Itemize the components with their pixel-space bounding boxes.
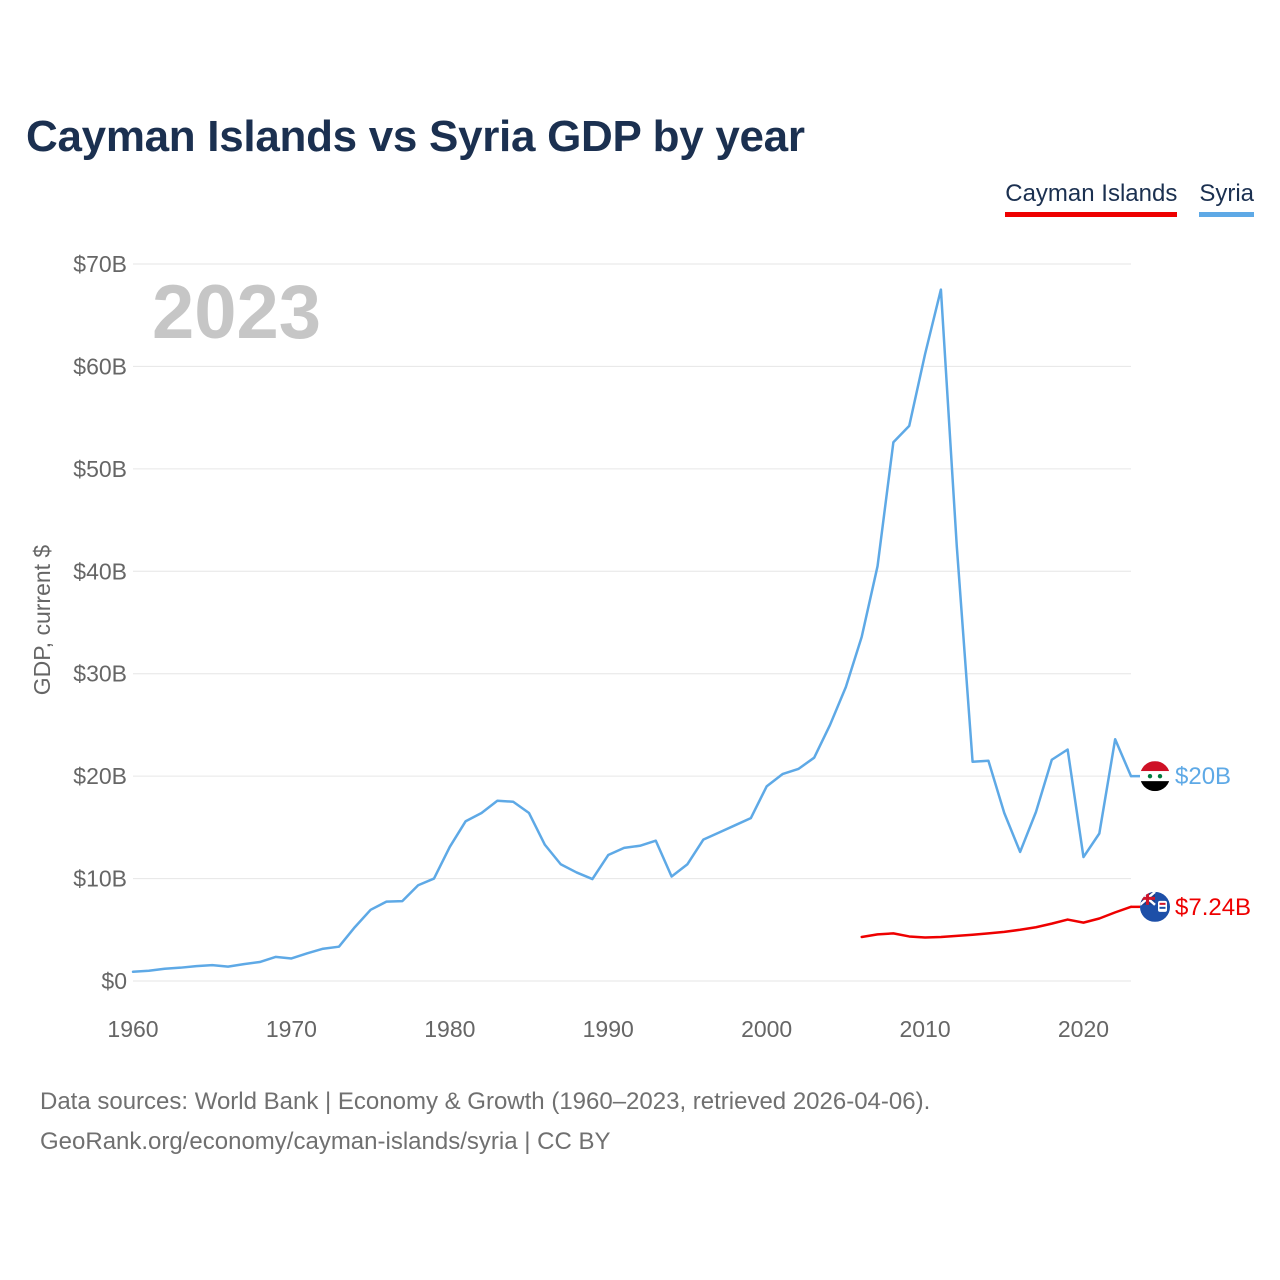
y-tick-label: $50B: [73, 456, 127, 482]
x-tick-label: 1960: [107, 1016, 158, 1042]
syria-flag-icon: [1140, 761, 1170, 792]
x-tick-label: 2000: [741, 1016, 792, 1042]
x-tick-label: 1990: [583, 1016, 634, 1042]
footer: Data sources: World Bank | Economy & Gro…: [40, 1082, 930, 1162]
footer-sources: Data sources: World Bank | Economy & Gro…: [40, 1088, 931, 1115]
legend: Cayman Islands Syria: [1005, 180, 1254, 217]
cayman-islands-flag-icon: [1140, 891, 1170, 922]
footer-link[interactable]: GeoRank.org/economy/cayman-islands/syria…: [40, 1128, 611, 1155]
y-tick-label: $0: [101, 968, 127, 994]
legend-item-cayman-islands[interactable]: Cayman Islands: [1005, 180, 1178, 217]
y-tick-label: $70B: [73, 251, 127, 277]
end-label-syria: $20B: [1175, 763, 1231, 790]
series-line-syria[interactable]: [131, 288, 1133, 974]
legend-item-syria[interactable]: Syria: [1199, 180, 1254, 217]
y-tick-label: $60B: [73, 353, 127, 379]
x-tick-label: 1980: [424, 1016, 475, 1042]
x-tick-label: 2010: [899, 1016, 950, 1042]
x-tick-label: 2020: [1058, 1016, 1109, 1042]
chart-title: Cayman Islands vs Syria GDP by year: [26, 112, 805, 161]
y-axis-label: GDP, current $: [29, 545, 55, 696]
y-tick-label: $20B: [73, 763, 127, 789]
y-tick-label: $40B: [73, 558, 127, 584]
end-label-cayman-islands: $7.24B: [1175, 894, 1251, 921]
y-tick-label: $10B: [73, 866, 127, 892]
y-tick-label: $30B: [73, 661, 127, 687]
series-line-cayman-islands[interactable]: [860, 905, 1133, 939]
year-watermark: 2023: [152, 270, 321, 355]
x-tick-label: 1970: [266, 1016, 317, 1042]
